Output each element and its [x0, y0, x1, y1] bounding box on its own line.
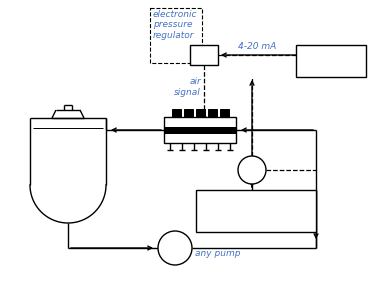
Bar — [196, 190, 316, 232]
Circle shape — [158, 231, 192, 265]
Text: Dispensing
Application: Dispensing Application — [231, 201, 281, 221]
Bar — [150, 8, 202, 63]
Text: PID Flow
Controller: PID Flow Controller — [309, 51, 353, 71]
Bar — [164, 127, 236, 133]
Text: FT: FT — [246, 165, 258, 175]
Text: air
signal: air signal — [174, 77, 201, 97]
Circle shape — [238, 156, 266, 184]
Bar — [196, 109, 205, 117]
Bar — [190, 45, 218, 65]
Bar — [296, 45, 366, 77]
Text: 4-20 mA: 4-20 mA — [238, 42, 276, 51]
Text: electronic
pressure
regulator: electronic pressure regulator — [153, 10, 198, 40]
Text: any pump: any pump — [195, 249, 241, 257]
Bar — [164, 117, 236, 143]
Bar — [208, 109, 217, 117]
Bar — [172, 109, 181, 117]
Bar — [184, 109, 193, 117]
Bar — [220, 109, 229, 117]
Text: E/P: E/P — [196, 50, 211, 60]
